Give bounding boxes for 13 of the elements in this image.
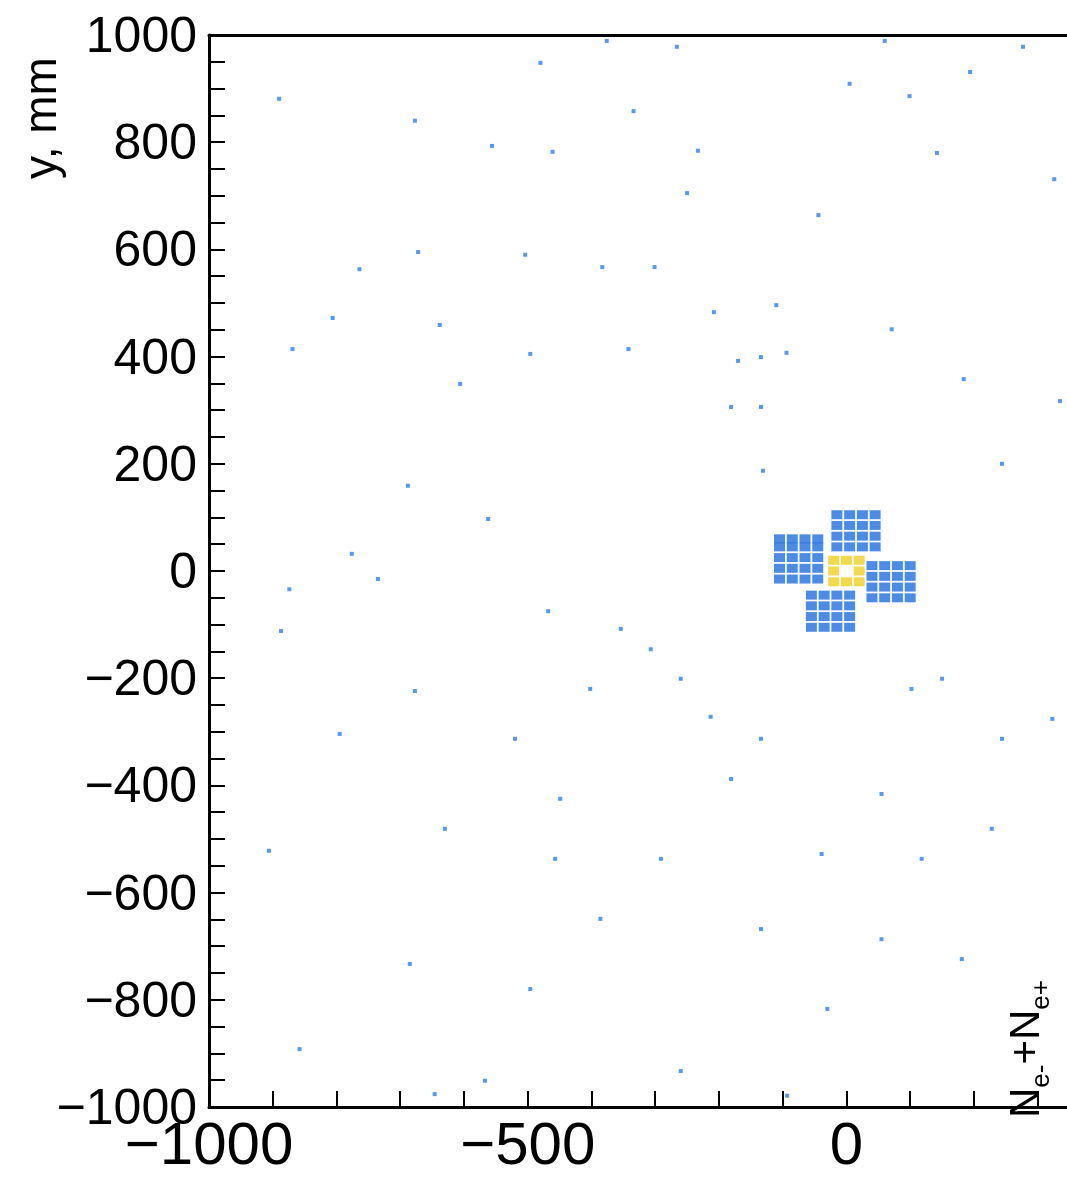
y-tick-label: −600	[84, 864, 197, 921]
y-tick-label: −200	[84, 650, 197, 707]
y-axis-title: y, mm	[14, 57, 66, 179]
x-tick-label: 0	[829, 1109, 864, 1177]
x-tick-label: −500	[460, 1109, 596, 1177]
y-tick-label: 0	[169, 543, 197, 599]
y-tick-label: 400	[113, 328, 197, 385]
y-tick-label: 200	[113, 435, 197, 492]
y-tick-label: 1000	[85, 7, 197, 63]
y-tick-label: −400	[84, 757, 197, 814]
y-tick-label: −800	[84, 971, 197, 1028]
y-tick-label: 800	[113, 114, 197, 171]
y-tick-label: 600	[113, 221, 197, 278]
